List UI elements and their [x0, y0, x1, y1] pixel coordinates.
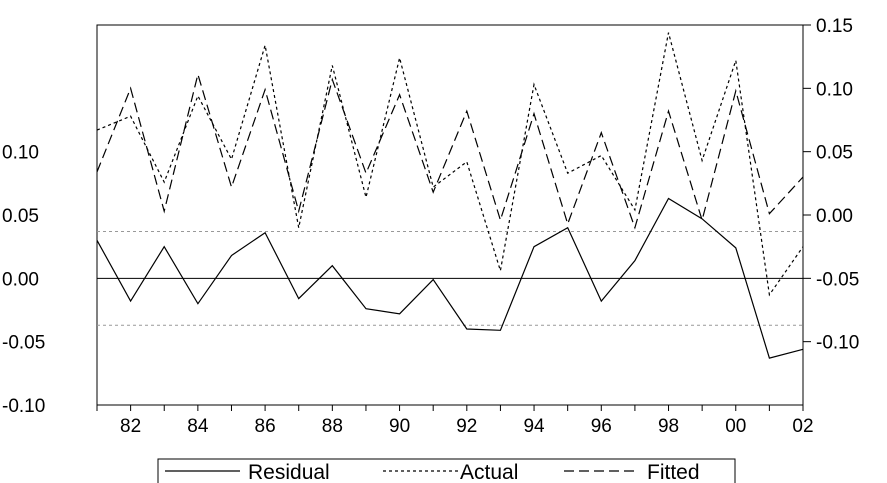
x-tick-label: 90 [389, 416, 410, 437]
x-tick-label: 88 [322, 416, 343, 437]
x-tick-label: 96 [591, 416, 612, 437]
right-tick-label: 0.05 [816, 143, 853, 164]
x-tick-label: 84 [187, 416, 209, 437]
x-tick-label: 02 [792, 416, 813, 437]
residual-series-line [96, 197, 804, 359]
left-tick-label: 0.05 [2, 206, 39, 227]
plot-frame [96, 24, 804, 406]
x-tick-label: 98 [658, 416, 679, 437]
legend-box [157, 458, 736, 483]
right-tick-label: -0.05 [816, 269, 859, 290]
x-tick-label: 86 [255, 416, 276, 437]
fitted-legend-label: Fitted [647, 461, 700, 483]
x-tick-label: 00 [725, 416, 746, 437]
x-tick-label: 82 [120, 416, 141, 437]
x-tick-label: 94 [523, 416, 545, 437]
left-tick-label: 0.10 [2, 143, 39, 164]
right-tick-label: 0.00 [816, 206, 853, 227]
left-tick-label: -0.05 [2, 333, 45, 354]
actual-series-line [96, 32, 804, 297]
fitted-series-line [96, 72, 804, 230]
right-tick-label: -0.10 [816, 333, 859, 354]
right-tick-label: 0.10 [816, 79, 853, 100]
actual-legend-label: Actual [460, 461, 518, 483]
x-tick-label: 92 [456, 416, 477, 437]
left-tick-label: -0.10 [2, 396, 45, 417]
residual-legend-label: Residual [248, 461, 330, 483]
right-tick-label: 0.15 [816, 16, 853, 37]
left-tick-label: 0.00 [2, 269, 39, 290]
